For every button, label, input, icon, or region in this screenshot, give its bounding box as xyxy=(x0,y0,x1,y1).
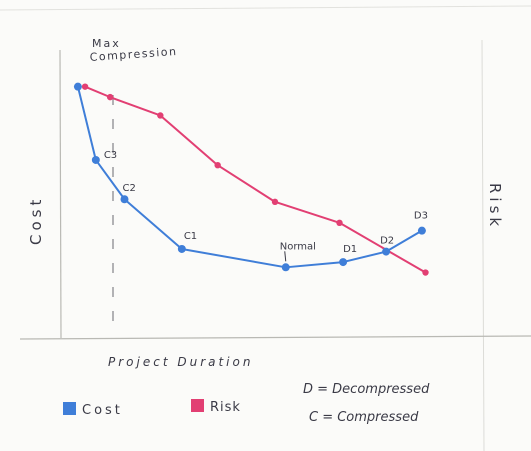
risk-point xyxy=(214,162,221,169)
risk-point xyxy=(336,219,343,226)
normal-pointer xyxy=(284,251,287,262)
cost-point xyxy=(281,263,290,272)
y-axis-left xyxy=(59,49,62,339)
cost-point xyxy=(73,82,82,91)
point-label-d1: D1 xyxy=(343,244,357,255)
paper-line-right xyxy=(481,39,485,451)
cost-point xyxy=(177,244,186,253)
cost-point xyxy=(91,155,100,164)
risk-line xyxy=(84,85,427,274)
risk-point xyxy=(81,83,89,90)
cost-point xyxy=(382,247,391,256)
legend-swatch-risk xyxy=(191,399,204,412)
note-compressed: C = Compressed xyxy=(309,410,419,425)
legend-label-cost: Cost xyxy=(82,403,123,418)
point-label-c2: C2 xyxy=(123,183,136,194)
point-labels: C3 C2 C1 Normal D1 D2 D3 xyxy=(104,150,428,262)
paper-line-top xyxy=(0,5,531,11)
legend-swatch-cost xyxy=(63,402,76,415)
y-axis-label-risk: Risk xyxy=(486,183,504,230)
risk-point xyxy=(157,112,164,119)
cost-point xyxy=(339,258,348,267)
y-axis-label-cost: Cost xyxy=(27,196,45,245)
annotation-max: Max xyxy=(92,37,121,50)
risk-point xyxy=(271,198,279,206)
cost-point xyxy=(120,195,129,204)
note-decompressed: D = Decompressed xyxy=(303,382,430,397)
point-label-d3: D3 xyxy=(414,211,428,222)
legend-label-risk: Risk xyxy=(210,400,241,415)
risk-point xyxy=(106,93,114,101)
point-label-c1: C1 xyxy=(184,231,197,242)
annotation-compression: Compression xyxy=(89,45,178,64)
point-label-c3: C3 xyxy=(104,150,117,161)
cost-series xyxy=(73,82,426,272)
x-axis-label: Project Duration xyxy=(108,355,253,369)
point-label-d2: D2 xyxy=(380,236,394,247)
risk-series xyxy=(81,83,429,276)
x-axis xyxy=(19,335,531,340)
cost-point xyxy=(417,226,426,235)
cost-line xyxy=(76,86,423,269)
point-label-normal: Normal xyxy=(280,241,316,252)
risk-point xyxy=(422,269,429,276)
